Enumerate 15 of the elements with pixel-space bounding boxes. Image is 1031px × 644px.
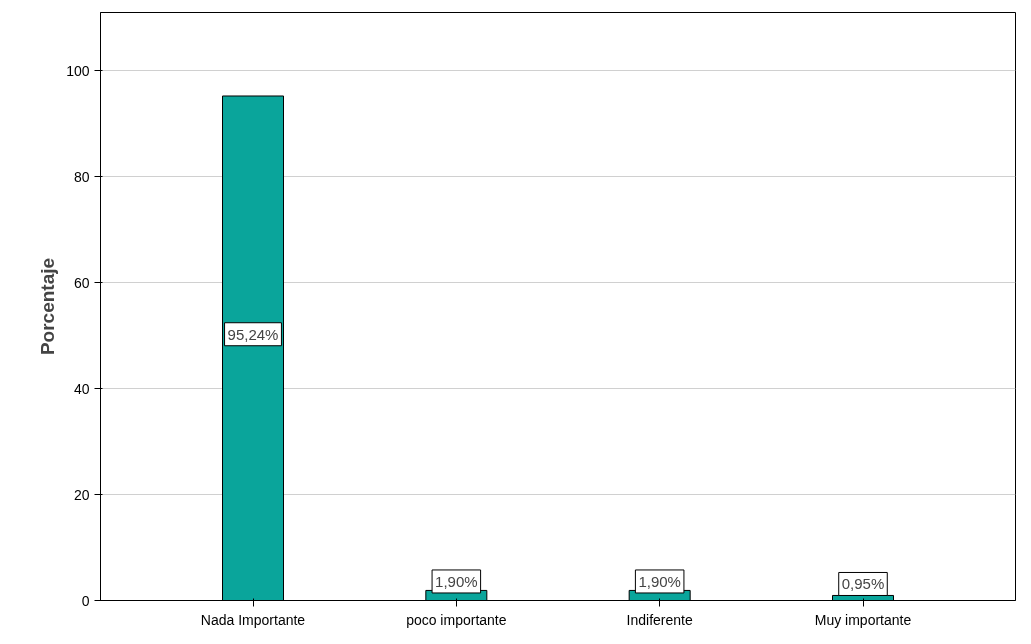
y-tick-label: 0 — [81, 592, 90, 609]
y-axis-title: Porcentaje — [37, 257, 59, 356]
x-tick-label: poco importante — [406, 611, 507, 628]
data-label: 95,24% — [227, 325, 279, 343]
data-label: 0,95% — [841, 575, 885, 593]
y-tick-label: 60 — [73, 274, 90, 291]
data-label: 1,90% — [638, 572, 681, 590]
y-tick-label: 80 — [73, 168, 90, 185]
x-tick-label: Indiferente — [626, 611, 693, 628]
data-label: 1,90% — [435, 572, 478, 590]
y-tick-label: 20 — [73, 486, 90, 503]
y-tick-label: 40 — [73, 380, 90, 397]
x-tick-label: Muy importante — [814, 611, 912, 628]
y-tick-label: 100 — [66, 62, 90, 79]
x-tick-label: Nada Importante — [200, 611, 306, 628]
